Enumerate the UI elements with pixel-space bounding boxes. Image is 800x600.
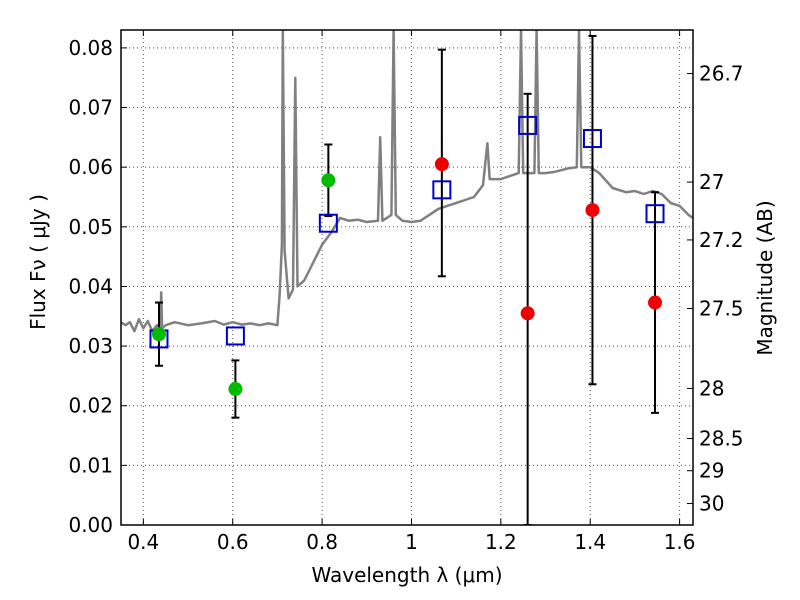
y-tick-label: 0.04 xyxy=(68,274,113,298)
blue-square-point xyxy=(432,180,452,200)
plot-content xyxy=(121,30,693,525)
grid xyxy=(121,30,693,526)
y2-tick-label: 29 xyxy=(699,459,724,483)
ticks: 0.4 0.6 0.8 1 1.2 1.4 1.6 0.00 0.01 0.02 0.03 0.04 0… xyxy=(68,30,744,554)
plot-frame xyxy=(120,29,694,526)
blue-square-point xyxy=(518,115,538,135)
green-point xyxy=(228,382,243,397)
x-axis-label: Wavelength λ (μm) xyxy=(311,563,502,587)
y2-tick-label: 27 xyxy=(699,170,724,194)
green-point xyxy=(321,173,336,188)
blue-square-point xyxy=(582,129,602,149)
red-point xyxy=(648,295,663,310)
y-tick-label: 0.06 xyxy=(68,155,113,179)
y-tick-label: 0.05 xyxy=(68,215,113,239)
y-tick-label: 0.02 xyxy=(68,394,113,418)
y2-tick-label: 26.7 xyxy=(699,62,744,86)
y2-tick-label: 30 xyxy=(699,492,724,516)
red-point xyxy=(520,306,535,321)
x-tick-label: 1.6 xyxy=(664,530,696,554)
x-tick-label: 0.6 xyxy=(217,530,249,554)
red-point xyxy=(585,203,600,218)
y-tick-label: 0.07 xyxy=(68,96,113,120)
x-tick-label: 0.8 xyxy=(306,530,338,554)
y2-tick-label: 28 xyxy=(699,376,724,400)
y-tick-label: 0.01 xyxy=(68,453,113,477)
blue-square-point xyxy=(318,213,338,233)
y2-tick-label: 27.2 xyxy=(699,228,744,252)
y-axis-label: Flux Fν ( μJy ) xyxy=(26,194,50,330)
x-tick-label: 1 xyxy=(405,530,418,554)
x-tick-label: 0.4 xyxy=(127,530,159,554)
y2-tick-label: 27.5 xyxy=(699,297,744,321)
green-point xyxy=(151,327,166,342)
y2-axis-label: Magnitude (AB) xyxy=(753,200,777,355)
x-tick-label: 1.2 xyxy=(485,530,517,554)
blue-square-point xyxy=(645,204,665,224)
blue-square-point xyxy=(225,326,245,346)
y-tick-label: 0.08 xyxy=(68,36,113,60)
y-tick-label: 0.00 xyxy=(68,513,113,537)
y-tick-label: 0.03 xyxy=(68,334,113,358)
red-point xyxy=(434,157,449,172)
model-spectrum-line xyxy=(121,30,693,333)
y2-tick-label: 28.5 xyxy=(699,427,744,451)
x-tick-label: 1.4 xyxy=(574,530,606,554)
